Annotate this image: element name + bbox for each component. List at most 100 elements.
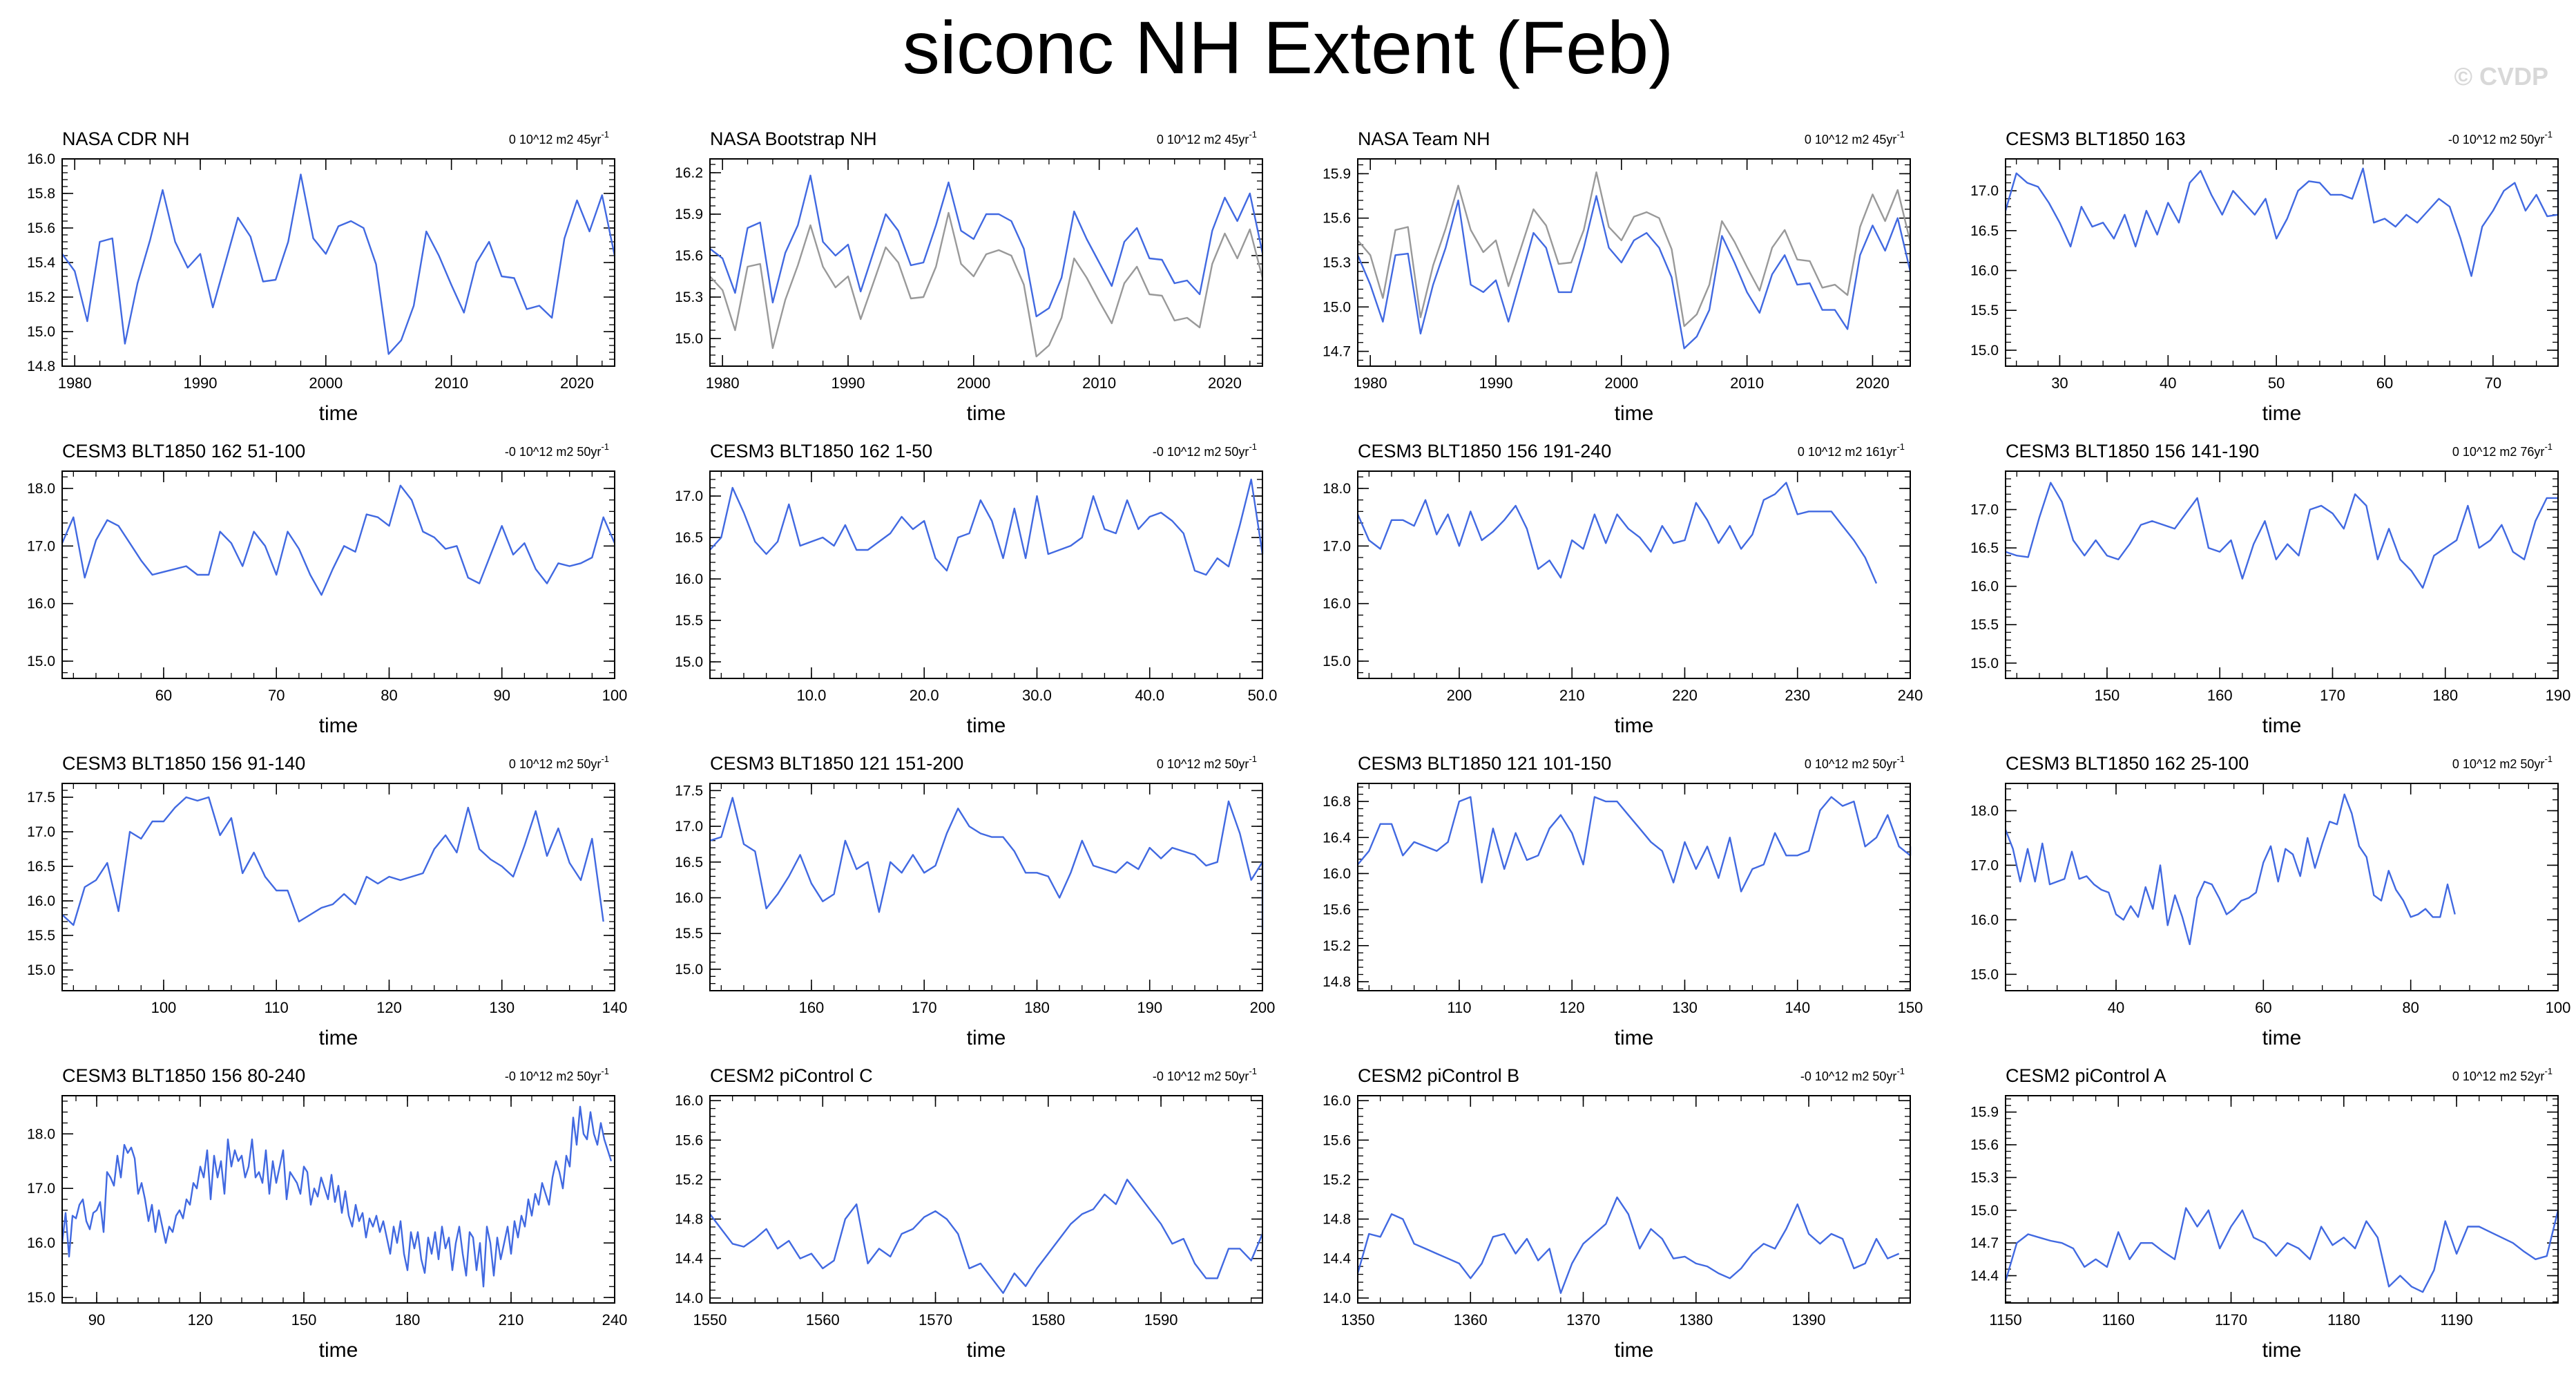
x-tick-label: 80 [381, 687, 397, 704]
series-line [1356, 195, 1912, 350]
panel-title: CESM2 piControl B [1358, 1065, 1519, 1086]
y-tick-label: 15.6 [1323, 902, 1351, 918]
y-tick-label: 14.8 [27, 359, 55, 374]
y-tick-label: 16.0 [1970, 263, 1999, 279]
x-tick-label: 190 [2546, 687, 2571, 704]
x-tick-label: 40 [2160, 374, 2176, 392]
y-tick-label: 15.0 [1970, 1203, 1999, 1219]
chart-panel: NASA Bootstrap NH 0 10^12 m2 45yr-1 1980 19… [675, 128, 1264, 425]
y-tick-label: 15.2 [1323, 938, 1351, 954]
y-tick-label: 16.2 [675, 165, 703, 181]
y-tick-label: 15.3 [1323, 255, 1351, 271]
trend-label: 0 10^12 m2 161yr-1 [1798, 441, 1905, 459]
x-tick-label: 1570 [919, 1311, 952, 1329]
x-tick-label: 1590 [1144, 1311, 1178, 1329]
series-line [1357, 796, 1912, 893]
y-tick-label: 15.4 [27, 255, 55, 271]
y-tick-label: 16.0 [1323, 596, 1351, 612]
y-tick-label: 17.5 [675, 783, 703, 799]
trend-label: 0 10^12 m2 45yr-1 [1157, 129, 1257, 146]
chart-panel: CESM3 BLT1850 162 1-50 -0 10^12 m2 50yr-1… [675, 441, 1277, 737]
y-tick-label: 15.9 [675, 207, 703, 222]
x-axis-label: time [967, 402, 1006, 425]
y-tick-label: 14.4 [1970, 1268, 1999, 1284]
page-title: siconc NH Extent (Feb) [902, 6, 1674, 89]
y-tick-label: 16.5 [675, 530, 703, 546]
trend-exponent: -1 [1896, 754, 1905, 764]
plot-frame [1357, 158, 1911, 367]
x-tick-label: 1980 [706, 374, 740, 392]
x-tick-label: 1360 [1454, 1311, 1488, 1329]
y-tick-label: 17.0 [1970, 857, 1999, 873]
y-tick-label: 15.0 [675, 962, 703, 978]
chart-panel: CESM3 BLT1850 156 141-190 0 10^12 m2 76yr… [1970, 441, 2570, 737]
y-tick-label: 15.8 [27, 186, 55, 202]
trend-exponent: -1 [601, 441, 609, 452]
x-tick-label: 100 [602, 687, 628, 704]
y-tick-label: 18.0 [1970, 803, 1999, 819]
trend-label: 0 10^12 m2 76yr-1 [2452, 441, 2553, 459]
plot-frame [61, 783, 615, 991]
trend-label: -0 10^12 m2 50yr-1 [1800, 1066, 1905, 1083]
plot-frame [1357, 783, 1911, 991]
series-line [61, 796, 604, 926]
trend-exponent: -1 [2544, 1066, 2553, 1076]
x-tick-label: 110 [265, 999, 289, 1016]
panel-title: CESM3 BLT1850 156 191-240 [1358, 441, 1611, 461]
y-tick-label: 14.0 [675, 1291, 703, 1306]
trend-exponent: -1 [601, 129, 609, 140]
x-tick-label: 120 [1559, 999, 1585, 1016]
y-tick-label: 16.4 [1323, 830, 1351, 846]
x-axis-label: time [2262, 714, 2302, 737]
y-tick-label: 15.0 [1323, 654, 1351, 669]
y-tick-label: 18.0 [27, 1126, 55, 1142]
trend-label: -0 10^12 m2 50yr-1 [505, 441, 609, 459]
y-tick-label: 15.9 [1323, 166, 1351, 182]
x-tick-label: 140 [1785, 999, 1810, 1016]
plot-frame [2005, 158, 2559, 367]
x-axis-label: time [967, 1027, 1006, 1049]
x-tick-label: 1150 [1989, 1311, 2021, 1329]
series-line [709, 211, 1264, 358]
y-tick-label: 15.0 [27, 324, 55, 340]
panel-title: CESM3 BLT1850 156 80-240 [62, 1065, 305, 1086]
trend-label: 0 10^12 m2 45yr-1 [1805, 129, 1905, 146]
y-tick-label: 17.0 [1970, 502, 1999, 518]
y-tick-label: 15.0 [27, 1290, 55, 1306]
x-tick-label: 210 [499, 1311, 524, 1329]
x-tick-label: 1370 [1566, 1311, 1600, 1329]
chart-panel: CESM3 BLT1850 163 -0 10^12 m2 50yr-1 30 40 5… [1970, 128, 2559, 425]
y-tick-label: 15.6 [1323, 211, 1351, 227]
y-tick-label: 15.6 [27, 220, 55, 236]
y-tick-label: 15.5 [1970, 617, 1999, 633]
x-tick-label: 170 [912, 999, 937, 1016]
trend-exponent: -1 [1249, 441, 1257, 452]
plot-frame [61, 470, 615, 679]
y-tick-label: 15.2 [27, 289, 55, 305]
x-tick-label: 90 [493, 687, 510, 704]
x-axis-label: time [319, 714, 358, 737]
series-line [1356, 1196, 1900, 1294]
y-tick-label: 15.5 [675, 926, 703, 942]
plot-frame [2005, 783, 2559, 991]
y-tick-label: 16.0 [27, 1235, 55, 1251]
x-tick-label: 1550 [693, 1311, 727, 1329]
x-tick-label: 240 [602, 1311, 628, 1329]
x-tick-label: 70 [268, 687, 285, 704]
series-line [2004, 167, 2559, 277]
panel-title: CESM3 BLT1850 121 151-200 [710, 753, 963, 774]
x-tick-label: 2000 [957, 374, 990, 392]
y-tick-label: 16.0 [27, 893, 55, 909]
x-tick-label: 210 [1559, 687, 1585, 704]
trend-label: -0 10^12 m2 50yr-1 [505, 1066, 609, 1083]
x-tick-label: 140 [602, 999, 628, 1016]
y-tick-label: 16.0 [675, 1093, 703, 1109]
chart-panel: CESM2 piControl C -0 10^12 m2 50yr-1 1550 1… [675, 1065, 1264, 1362]
x-axis-label: time [1615, 1027, 1654, 1049]
x-tick-label: 180 [1024, 999, 1050, 1016]
x-tick-label: 80 [2402, 999, 2419, 1016]
y-tick-label: 16.5 [27, 859, 55, 875]
y-tick-label: 17.0 [1970, 183, 1999, 199]
y-tick-label: 15.3 [1970, 1170, 1999, 1186]
chart-panel: CESM3 BLT1850 162 51-100 -0 10^12 m2 50yr… [27, 441, 627, 737]
